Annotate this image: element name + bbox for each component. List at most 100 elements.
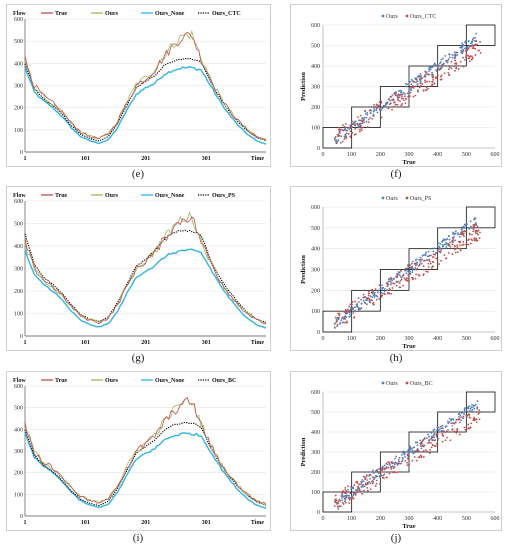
scatter-point-ours xyxy=(464,407,466,409)
scatter-point-ablation xyxy=(453,54,456,57)
scatter-point-ablation xyxy=(471,47,474,50)
scatter-point-ours xyxy=(448,53,451,55)
scatter-point-ours xyxy=(473,39,476,42)
scatter-point-ablation xyxy=(359,128,361,131)
legend-label: Ours_None xyxy=(155,11,185,17)
scatter-point-ablation xyxy=(464,428,467,431)
scatter-point-ablation xyxy=(406,454,409,456)
x-tick-label: 201 xyxy=(141,156,150,162)
x-tick-label: 400 xyxy=(433,336,442,342)
range-box xyxy=(437,411,467,433)
scatter-point-ablation xyxy=(407,456,410,459)
scatter-point-ours xyxy=(376,291,379,294)
line-chart-e: 0 100 200 300 400 500 600 1 101 201 301 Flow Time Tru… xyxy=(6,4,271,167)
scatter-point-ablation xyxy=(427,266,430,268)
scatter-point-ours xyxy=(436,426,439,429)
scatter-point-ours xyxy=(380,291,383,294)
scatter-point-ablation xyxy=(357,116,359,119)
scatter-point-ablation xyxy=(467,54,469,57)
scatter-point-ablation xyxy=(456,247,458,250)
y-tick-label: 0 xyxy=(20,514,23,520)
scatter-point-ablation xyxy=(422,456,425,458)
scatter-point-ours xyxy=(388,287,391,290)
scatter-point-ablation xyxy=(392,99,395,102)
y-tick-label: 200 xyxy=(14,471,23,477)
scatter-point-ablation xyxy=(391,287,394,289)
scatter-point-ours xyxy=(463,413,466,415)
line-chart-g-svg: 0 100 200 300 400 500 600 1 101 201 301 Flow Time Tru… xyxy=(13,193,267,346)
x-axis-label: Time xyxy=(251,340,265,346)
scatter-point-ablation xyxy=(460,50,463,53)
line-chart-i: 0 100 200 300 400 500 600 1 101 201 301 Flow Time Tru… xyxy=(6,371,271,531)
scatter-point-ablation xyxy=(415,264,417,267)
scatter-point-ablation xyxy=(351,303,353,306)
scatter-point-ablation xyxy=(456,427,459,430)
scatter-point-ablation xyxy=(373,478,375,481)
x-tick-label: 301 xyxy=(202,156,211,162)
scatter-point-ours xyxy=(433,247,436,250)
series-line-ours-bc xyxy=(24,421,267,507)
scatter-point-ablation xyxy=(411,278,414,281)
series-line-true xyxy=(24,31,267,141)
legend-swatch xyxy=(381,196,385,200)
scatter-point-ablation xyxy=(432,256,435,258)
series-line-ours-none xyxy=(24,248,267,329)
scatter-point-ours xyxy=(378,468,380,470)
scatter-point-ablation xyxy=(450,60,453,63)
y-tick-label: 300 xyxy=(311,450,320,456)
y-tick-label: 200 xyxy=(14,289,23,295)
scatter-point-ours xyxy=(401,459,404,462)
scatter-point-ablation xyxy=(422,265,425,267)
scatter-point-ablation xyxy=(422,450,425,452)
scatter-point-ours xyxy=(462,48,464,51)
scatter-point-ablation xyxy=(420,82,422,85)
scatter-point-ours xyxy=(441,239,444,242)
scatter-point-ablation xyxy=(382,474,385,477)
scatter-point-ablation xyxy=(457,68,460,70)
scatter-point-ours xyxy=(445,246,448,249)
range-box xyxy=(351,106,381,128)
scatter-point-ours xyxy=(378,108,381,111)
scatter-point-ablation xyxy=(344,308,347,311)
scatter-point-ours xyxy=(444,54,447,57)
scatter-point-ablation xyxy=(458,418,461,420)
scatter-point-ablation xyxy=(429,448,432,451)
scatter-point-ours xyxy=(468,227,471,230)
legend-swatch xyxy=(381,14,385,18)
scatter-point-ours xyxy=(472,37,475,40)
scatter-point-ablation xyxy=(385,467,388,470)
scatter-point-ours xyxy=(373,296,376,298)
scatter-point-ablation xyxy=(415,273,417,276)
caption-e: (e) xyxy=(131,168,145,180)
scatter-point-ablation xyxy=(374,485,377,487)
scatter-point-ours xyxy=(431,439,434,441)
scatter-point-ablation xyxy=(401,102,404,105)
scatter-point-ablation xyxy=(359,125,362,128)
scatter-point-ours xyxy=(450,418,453,421)
scatter-point-ours xyxy=(469,220,472,223)
scatter-point-ablation xyxy=(353,316,355,319)
scatter-point-ours xyxy=(435,252,437,255)
scatter-point-ablation xyxy=(432,265,434,268)
scatter-point-ablation xyxy=(476,232,479,235)
scatter-point-ablation xyxy=(375,482,378,485)
scatter-point-ours xyxy=(425,251,427,254)
scatter-point-ablation xyxy=(440,427,443,430)
scatter-point-ablation xyxy=(475,421,478,424)
scatter-point-ablation xyxy=(440,259,442,262)
scatter-point-ablation xyxy=(404,102,407,105)
scatter-point-ablation xyxy=(342,495,345,498)
scatter-point-ablation xyxy=(467,423,470,426)
scatter-point-ours xyxy=(432,250,435,253)
scatter-point-ours xyxy=(434,64,437,66)
scatter-point-ours xyxy=(448,417,451,420)
scatter-point-ablation xyxy=(361,117,364,120)
scatter-point-ours xyxy=(354,120,357,123)
scatter-point-ours xyxy=(428,439,431,441)
scatter-point-ablation xyxy=(360,129,363,132)
scatter-point-ours xyxy=(407,273,410,276)
scatter-point-ablation xyxy=(450,67,453,70)
scatter-point-ablation xyxy=(343,311,346,313)
scatter-point-ours xyxy=(337,139,340,141)
scatter-point-ablation xyxy=(383,292,386,295)
